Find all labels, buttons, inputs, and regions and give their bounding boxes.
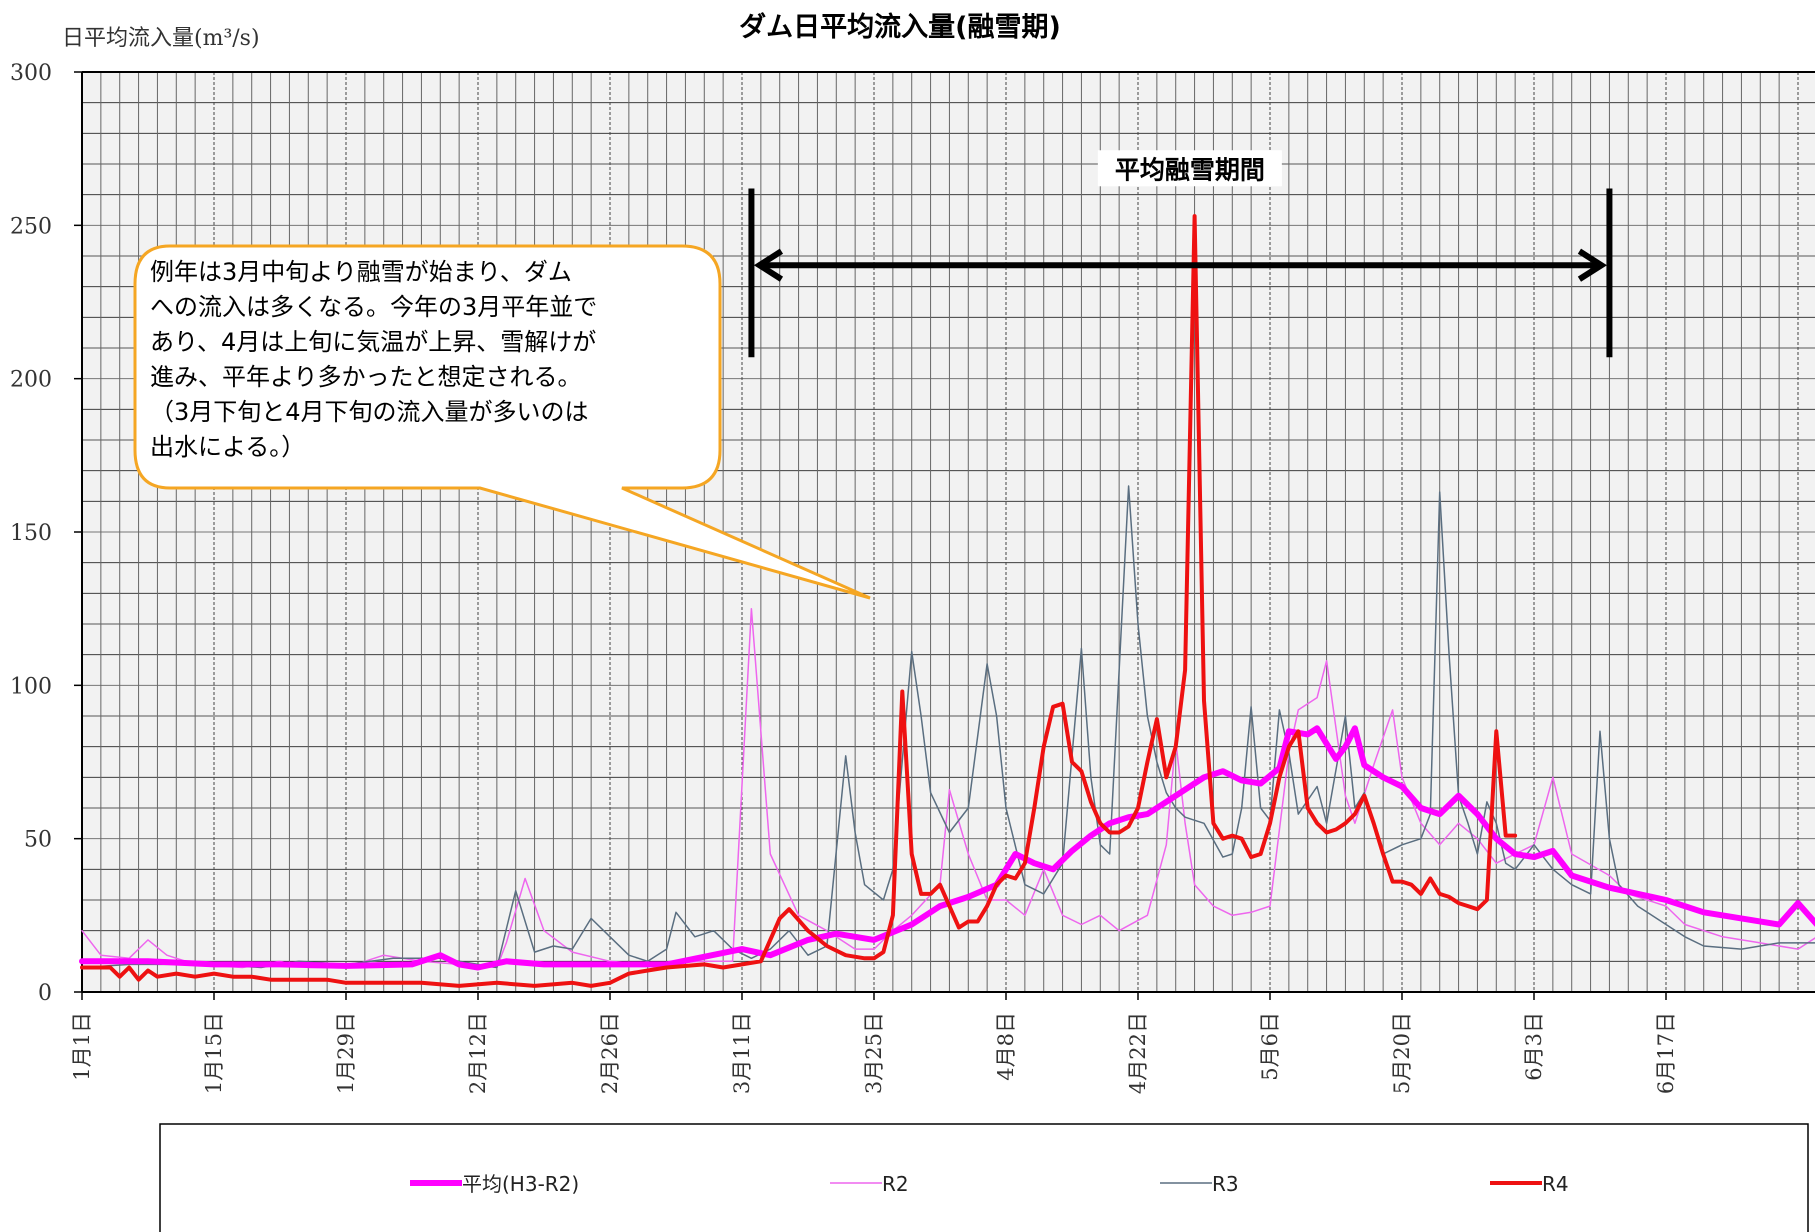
y-tick-label: 0 xyxy=(38,981,52,1006)
legend: 平均(H3-R2) R2 R3 R4 xyxy=(159,1123,1809,1232)
callout-line: あり、4月は上旬に気温が上昇、雪解けが xyxy=(150,328,597,356)
callout-line: 例年は3月中旬より融雪が始まり、ダム xyxy=(150,258,572,286)
grid-lines xyxy=(82,71,1815,992)
callout-shape xyxy=(133,244,871,600)
y-tick-label: 150 xyxy=(10,521,52,546)
period-arrow-right xyxy=(1577,248,1608,282)
x-tick-label: 5月20日 xyxy=(1390,1012,1414,1094)
y-tick-label: 200 xyxy=(10,368,52,393)
x-tick-label: 3月11日 xyxy=(730,1012,754,1094)
x-tick-label: 2月12日 xyxy=(466,1012,490,1094)
legend-box xyxy=(159,1123,1809,1232)
callout-line: 進み、平年より多かったと想定される。 xyxy=(150,363,582,391)
callout-line: への流入は多くなる。今年の3月平年並で xyxy=(150,293,598,321)
period-label-bg xyxy=(1097,150,1282,187)
legend-label: 平均(H3-R2) xyxy=(462,1172,579,1196)
series-lines xyxy=(79,214,1815,988)
y-axis: 0 50 100 150 200 250 300 xyxy=(10,61,83,1006)
period-arrow-left xyxy=(753,248,784,282)
x-axis: 1月1日 1月15日 1月29日 2月12日 2月26日 3月11日 3月25日 4月8日 4月… xyxy=(70,991,1815,1094)
legend-label: R2 xyxy=(882,1172,909,1196)
x-tick-label: 4月8日 xyxy=(994,1012,1018,1081)
x-tick-label: 6月3日 xyxy=(1522,1012,1546,1081)
x-tick-label: 1月15日 xyxy=(202,1012,226,1094)
x-tick-label: 1月29日 xyxy=(334,1012,358,1094)
series-line-R4 xyxy=(80,214,1518,988)
x-tick-label: 3月25日 xyxy=(862,1012,886,1094)
y-tick-label: 50 xyxy=(24,828,52,853)
y-tick-label: 300 xyxy=(10,61,52,86)
callout-bubble xyxy=(133,244,871,600)
legend-label: R3 xyxy=(1212,1172,1239,1196)
series-line-平均(H3-R2) xyxy=(79,725,1815,971)
x-tick-label: 2月26日 xyxy=(598,1012,622,1094)
series-line-R3 xyxy=(81,485,1815,969)
x-tick-label: 5月6日 xyxy=(1258,1012,1282,1081)
y-tick-label: 250 xyxy=(10,214,52,239)
period-label: 平均融雪期間 xyxy=(1115,155,1265,184)
x-tick-label: 1月1日 xyxy=(70,1012,94,1081)
x-tick-label: 4月22日 xyxy=(1126,1012,1150,1094)
x-tick-label: 6月17日 xyxy=(1654,1012,1678,1094)
callout-text: 例年は3月中旬より融雪が始まり、ダム への流入は多くなる。今年の3月平年並で あ… xyxy=(150,255,690,465)
callout-line: 出水による。） xyxy=(150,433,306,461)
callout-line: （3月下旬と4月下旬の流入量が多いのは xyxy=(150,398,589,426)
y-axis-label: 日平均流入量(m³/s) xyxy=(62,26,260,51)
legend-label: R4 xyxy=(1542,1172,1569,1196)
chart-title: ダム日平均流入量(融雪期) xyxy=(739,11,1061,43)
snowmelt-period-annotation: 平均融雪期間 xyxy=(748,150,1613,358)
y-tick-label: 100 xyxy=(10,674,52,699)
